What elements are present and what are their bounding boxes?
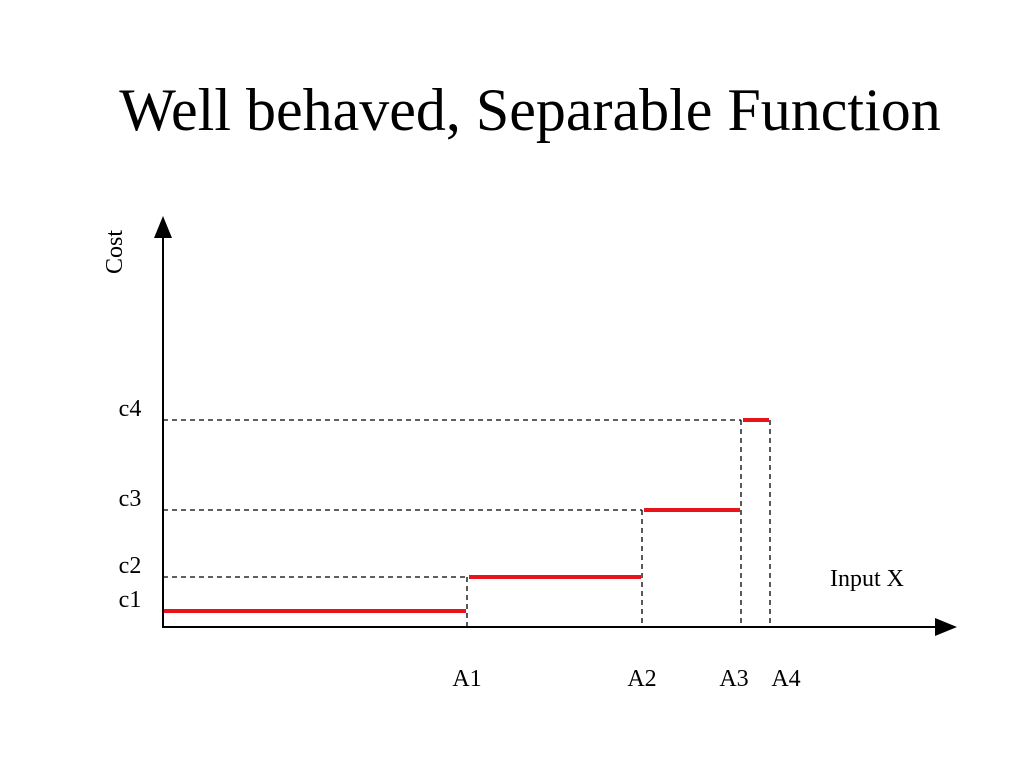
y-tick-label-c1: c1: [119, 587, 142, 613]
x-axis-arrowhead: [935, 618, 957, 636]
x-tick-labels: A1 A2 A3 A4: [452, 666, 800, 692]
axes: [154, 216, 957, 636]
x-tick-label-a1: A1: [452, 666, 481, 692]
dashed-guides: [163, 419, 771, 627]
slide-title: Well behaved, Separable Function: [119, 77, 941, 143]
y-tick-label-c3: c3: [119, 486, 142, 512]
x-tick-label-a4: A4: [771, 666, 800, 692]
y-axis-arrowhead: [154, 216, 172, 238]
y-tick-label-c4: c4: [119, 396, 142, 422]
x-axis-label: Input X: [830, 566, 904, 592]
x-tick-label-a3: A3: [719, 666, 748, 692]
step-series: [163, 418, 769, 613]
y-axis-label: Cost: [102, 230, 128, 274]
y-tick-labels: c1 c2 c3 c4: [119, 396, 142, 613]
y-tick-label-c2: c2: [119, 553, 142, 579]
x-tick-label-a2: A2: [627, 666, 656, 692]
